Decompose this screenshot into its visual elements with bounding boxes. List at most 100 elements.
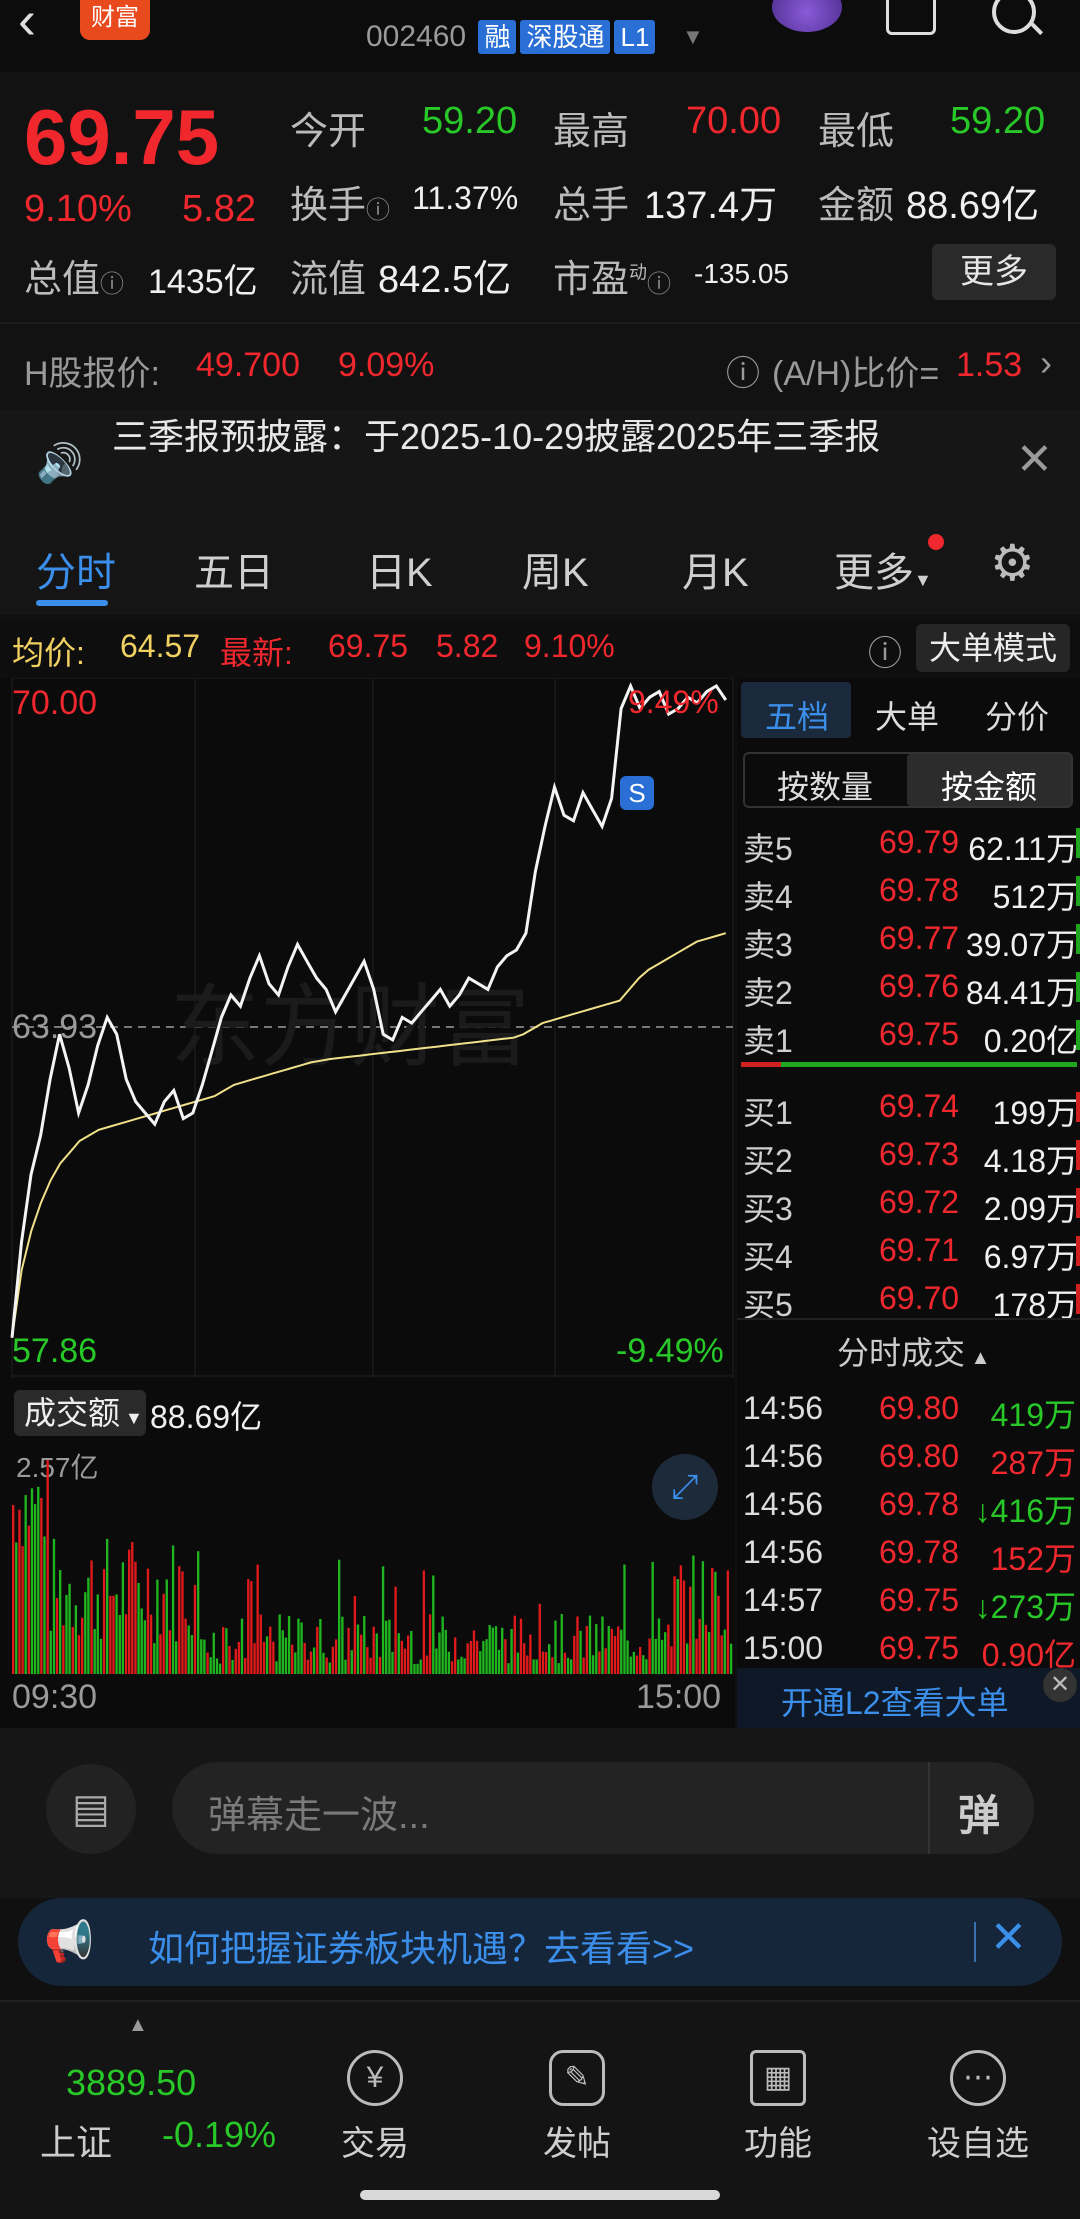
tab-monthly-k[interactable]: 月K (682, 551, 749, 595)
volume-bar (391, 1651, 394, 1674)
volume-bar (297, 1618, 300, 1674)
tab-intraday[interactable]: 分时 (36, 551, 116, 595)
close-icon[interactable]: ✕ (1043, 1668, 1077, 1702)
close-icon[interactable]: ✕ (1016, 435, 1053, 484)
buy-level-row[interactable]: 买1 69.74 199万 (737, 1084, 1080, 1132)
y-min-label: 57.86 (12, 1332, 98, 1370)
tab-weekly-k[interactable]: 周K (522, 551, 589, 595)
volume-bar (435, 1648, 438, 1674)
volume-bar (131, 1542, 134, 1674)
trades-title[interactable]: 分时成交 ▲ (837, 1335, 991, 1371)
h-share-row[interactable]: H股报价: 49.700 9.09% ⓘ (A/H)比价= 1.53 › (0, 322, 1080, 412)
level-volume: 84.41万 (965, 975, 1078, 1011)
chevron-down-icon: ▼ (120, 1408, 143, 1428)
level-price: 69.71 (879, 1232, 960, 1268)
level-volume: 178万 (992, 1287, 1078, 1323)
sell-level-row[interactable]: 卖4 69.78 512万 (737, 868, 1080, 916)
help-icon[interactable]: ⓘ (868, 635, 902, 673)
ask-ratio-bar (741, 1062, 781, 1067)
notification-dot (928, 534, 944, 550)
volume-bar (222, 1627, 225, 1674)
mktcap-label[interactable]: 总值ⓘ (24, 259, 125, 301)
volume-bar (723, 1629, 726, 1674)
nav-post[interactable]: ✎ 发帖 (517, 2050, 637, 2165)
sell-level-row[interactable]: 卖5 69.79 62.11万 (737, 820, 1080, 868)
sell-marker[interactable]: S (620, 776, 654, 810)
tab-five-level[interactable]: 五档 (765, 699, 830, 735)
volume-bar (209, 1657, 212, 1674)
gear-icon[interactable]: ⚙ (990, 535, 1035, 591)
volume-bar (482, 1641, 485, 1674)
float-label: 流值 (290, 259, 367, 301)
promo-banner[interactable]: 📢 如何把握证券板块机遇？去看看>> ✕ (18, 1898, 1062, 1986)
danmu-toggle-button[interactable]: 弹 (958, 1792, 1001, 1839)
volume-bar (49, 1630, 52, 1674)
toggle-by-quantity[interactable]: 按数量 (777, 769, 874, 805)
volume-bar (128, 1549, 131, 1674)
volume-bar (378, 1656, 382, 1674)
level-price: 69.77 (879, 920, 960, 956)
level-tag: L1 (614, 20, 656, 54)
help-icon[interactable]: ⓘ (726, 355, 760, 393)
h-share-price: 49.700 (196, 346, 300, 384)
volume-bar (338, 1559, 341, 1674)
close-icon[interactable]: ✕ (990, 1913, 1027, 1962)
big-order-mode-button[interactable]: 大单模式 (916, 624, 1070, 672)
notice-bar[interactable]: 🔊 三季报预披露：于2025-10-29披露2025年三季报 ✕ (0, 410, 1080, 510)
more-button[interactable]: 更多 (932, 244, 1056, 300)
tab-daily-k[interactable]: 日K (366, 551, 433, 595)
volume-bar (269, 1626, 272, 1674)
volume-bar (1076, 1140, 1080, 1170)
buy-level-row[interactable]: 买4 69.71 6.97万 (737, 1228, 1080, 1276)
tab-five-day[interactable]: 五日 (194, 551, 274, 595)
intraday-chart[interactable]: 东方财富 70.00 9.49% 63.93 57.86 -9.49% S (0, 678, 735, 1378)
l2-link-bar[interactable]: 开通L2查看大单 ✕ (737, 1668, 1080, 1728)
trade-row: 14:56 69.80 419万 (737, 1386, 1080, 1434)
index-pct[interactable]: -0.19% (162, 2114, 277, 2155)
index-value[interactable]: 3889.50 (66, 2062, 197, 2103)
volume-bar (410, 1631, 413, 1674)
buy-level-row[interactable]: 买2 69.73 4.18万 (737, 1132, 1080, 1180)
l2-link[interactable]: 开通L2查看大单 (781, 1685, 1009, 1721)
level-label: 买2 (743, 1143, 793, 1179)
expand-icon[interactable]: ⤢ (652, 1454, 718, 1520)
stock-code-line[interactable]: 002460 融深股通 L1 (366, 20, 656, 54)
tab-more[interactable]: 更多▼ (834, 551, 932, 595)
trade-price: 69.75 (879, 1582, 960, 1618)
buy-level-row[interactable]: 买3 69.72 2.09万 (737, 1180, 1080, 1228)
trade-volume-value: 419万 (990, 1397, 1076, 1433)
volume-bar (366, 1647, 369, 1674)
danmu-input[interactable]: 弹幕走一波... 弹 (172, 1762, 1034, 1854)
toggle-by-amount[interactable]: 按金额 (941, 769, 1038, 805)
sell-level-row[interactable]: 卖3 69.77 39.07万 (737, 916, 1080, 964)
search-icon[interactable] (992, 0, 1036, 34)
trade-time: 14:56 (743, 1486, 824, 1522)
pe-label[interactable]: 市盈动ⓘ (553, 259, 672, 301)
index-name[interactable]: 上证 (40, 2122, 113, 2163)
volume-bar (112, 1595, 115, 1674)
volume-bar (363, 1615, 366, 1674)
sell-level-row[interactable]: 卖1 69.75 0.20亿 (737, 1012, 1080, 1060)
tab-price-dist[interactable]: 分价 (985, 699, 1050, 735)
danmu-settings-icon[interactable]: ▤ (46, 1764, 136, 1854)
chevron-down-icon[interactable]: ▼ (682, 24, 704, 49)
volume-bar (87, 1577, 90, 1674)
ai-assistant-icon[interactable] (772, 0, 842, 32)
bid-ask-ratio-bar (741, 1062, 1077, 1067)
volume-indicator-select[interactable]: 成交额 ▼ (14, 1390, 146, 1436)
tab-big-order[interactable]: 大单 (875, 699, 940, 735)
open-value: 59.20 (422, 100, 518, 142)
share-icon[interactable] (886, 0, 936, 35)
nav-trade[interactable]: ¥ 交易 (315, 2050, 435, 2165)
turnover-label[interactable]: 换手ⓘ (290, 185, 391, 227)
nav-functions[interactable]: ▦ 功能 (718, 2050, 838, 2165)
nav-watchlist[interactable]: ⋯ 设自选 (918, 2050, 1038, 2165)
volume-bar (347, 1627, 350, 1674)
pe-type: 动 (629, 262, 648, 283)
back-icon[interactable]: ‹ (18, 0, 36, 50)
sell-level-row[interactable]: 卖2 69.76 84.41万 (737, 964, 1080, 1012)
home-indicator (360, 2190, 720, 2200)
volume-bar (692, 1555, 695, 1674)
buy-level-row[interactable]: 买5 69.70 178万 (737, 1276, 1080, 1324)
trade-time: 14:56 (743, 1534, 824, 1570)
